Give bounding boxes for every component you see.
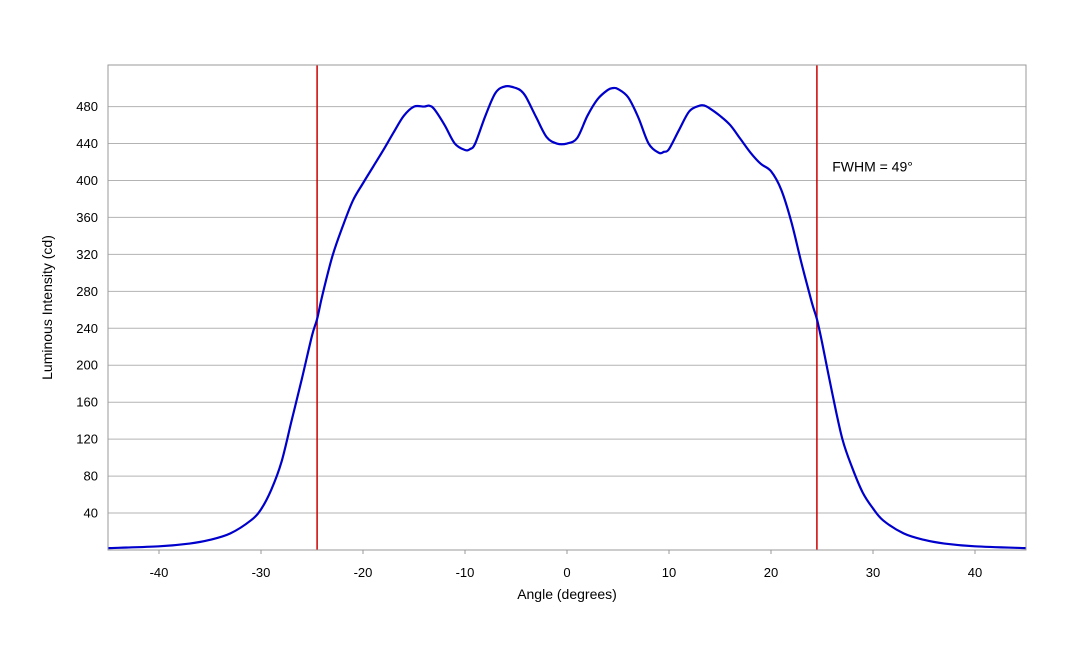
y-tick-label: 40 [84,506,98,521]
fwhm-markers [316,65,818,550]
series-group [107,84,1027,550]
grid-lines [108,106,1026,514]
x-tick-label: 40 [968,565,982,580]
x-tick-label: 10 [662,565,676,580]
y-tick-label: 320 [76,247,98,262]
y-axis-title: Luminous Intensity (cd) [39,235,55,380]
y-tick-label: 440 [76,136,98,151]
y-tick-label: 240 [76,321,98,336]
x-tick-label: -10 [456,565,475,580]
series-line [107,84,1027,550]
y-tick-label: 280 [76,284,98,299]
x-axis-title: Angle (degrees) [517,586,617,602]
x-tick-label: 30 [866,565,880,580]
plot-frame [107,64,1027,551]
x-tick-label: -40 [150,565,169,580]
x-tick-label: 20 [764,565,778,580]
y-tick-label: 80 [84,469,98,484]
y-tick-label: 200 [76,358,98,373]
x-tick-label: 0 [563,565,570,580]
x-axis-ticks: -40 -30 -20 -10 0 10 20 30 40 [150,550,982,580]
y-tick-label: 360 [76,210,98,225]
y-axis-ticks: 40 80 120 160 200 240 280 320 360 400 440 480 [76,99,98,520]
x-tick-label: -20 [354,565,373,580]
fwhm-annotation: FWHM = 49° [832,159,913,175]
y-tick-label: 400 [76,173,98,188]
y-tick-label: 120 [76,432,98,447]
y-tick-label: 160 [76,395,98,410]
y-tick-label: 480 [76,99,98,114]
x-tick-label: -30 [252,565,271,580]
